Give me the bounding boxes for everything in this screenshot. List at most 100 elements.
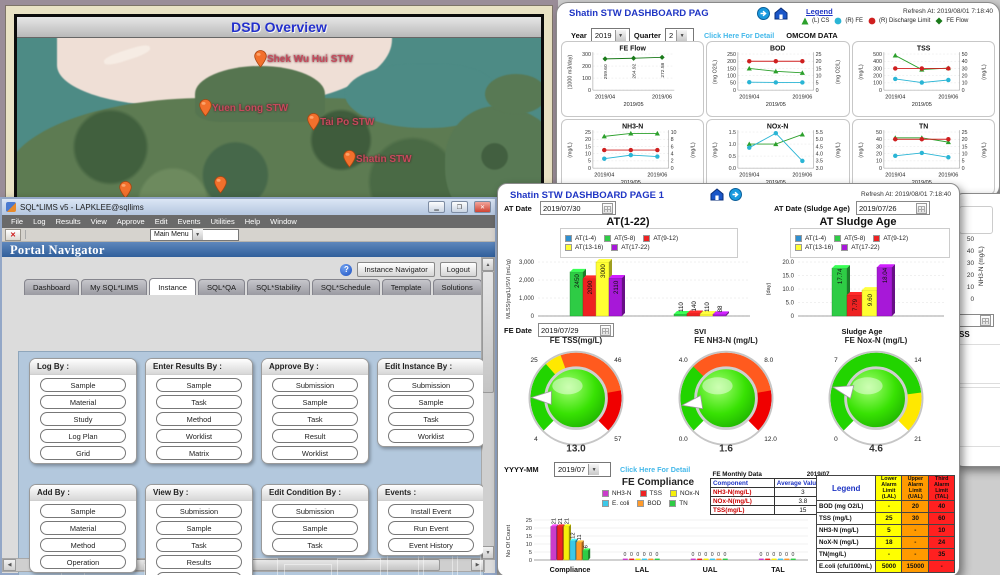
portal-button-log-plan[interactable]: Log Plan	[40, 429, 126, 443]
group-card-title: Log By :	[30, 359, 136, 375]
portal-button-task[interactable]: Task	[272, 538, 358, 552]
map-pin[interactable]	[119, 181, 132, 204]
portal-button-operation[interactable]: Operation	[40, 555, 126, 569]
calendar-icon[interactable]	[602, 202, 613, 214]
menu-file[interactable]: File	[11, 217, 24, 226]
sludge-date-input[interactable]: 2019/07/26	[856, 201, 930, 215]
portal-button-task[interactable]: Task	[156, 538, 242, 552]
logout-button[interactable]: Logout	[439, 262, 477, 277]
at-date-input[interactable]: 2019/07/30	[540, 201, 616, 215]
portal-button-worklist[interactable]: Worklist	[272, 446, 358, 460]
legend-link[interactable]: Legend	[806, 7, 833, 16]
portal-button-results[interactable]: Results	[156, 555, 242, 569]
tab-my-sql-lims[interactable]: My SQL*LIMS	[81, 279, 148, 295]
menu-results[interactable]: Results	[55, 217, 81, 226]
portal-button-task[interactable]: Task	[156, 395, 242, 409]
portal-button-sample[interactable]: Sample	[272, 521, 358, 535]
menu-view[interactable]: View	[90, 217, 107, 226]
tab-solutions[interactable]: Solutions	[432, 279, 482, 295]
portal-button-sample[interactable]: Sample	[156, 521, 242, 535]
tab-dashboard[interactable]: Dashboard	[24, 279, 80, 295]
portal-button-method[interactable]: Method	[40, 538, 126, 552]
portal-button-worklist[interactable]: Worklist	[156, 429, 242, 443]
scroll-right-arrow[interactable]: ▶	[471, 559, 484, 571]
detail-link[interactable]: Click Here For Detail	[703, 31, 775, 40]
tab-sql-qa[interactable]: SQL*QA	[197, 279, 246, 295]
forward-globe-icon[interactable]	[729, 188, 742, 206]
home-icon[interactable]	[710, 188, 724, 206]
month-select[interactable]: 2019/07 ▼	[554, 462, 611, 477]
map-pin[interactable]	[254, 50, 267, 73]
fe-date-input[interactable]: 2019/07/29	[538, 323, 614, 337]
menu-help[interactable]: Help	[244, 217, 261, 226]
map-pin[interactable]	[343, 150, 356, 173]
menu-edit[interactable]: Edit	[154, 217, 168, 226]
exit-icon[interactable]: ✕	[5, 228, 21, 241]
portal-button-result[interactable]: Result	[272, 429, 358, 443]
calendar-icon[interactable]	[980, 315, 991, 326]
portal-button-task[interactable]: Task	[272, 412, 358, 426]
portal-button-run-event[interactable]: Run Event	[388, 521, 474, 535]
menu-log[interactable]: Log	[33, 217, 46, 226]
portal-button-material[interactable]: Material	[40, 521, 126, 535]
portal-button-submission[interactable]: Submission	[388, 378, 474, 392]
svg-text:200: 200	[873, 74, 882, 80]
portal-button-matrix[interactable]: Matrix	[156, 446, 242, 460]
main-menu-select[interactable]: Main Menu ▼	[150, 228, 239, 241]
svg-text:0: 0	[711, 552, 714, 558]
scrollbar-thumb[interactable]	[482, 271, 494, 393]
menu-approve[interactable]: Approve	[116, 217, 145, 226]
detail-link[interactable]: Click Here For Detail	[620, 465, 691, 474]
minimize-button[interactable]: ▁	[428, 201, 445, 213]
svg-text:20: 20	[526, 526, 532, 532]
maximize-button[interactable]: ❐	[451, 201, 468, 213]
tab-sql-stability[interactable]: SQL*Stability	[247, 279, 310, 295]
portal-button-submission[interactable]: Submission	[156, 504, 242, 518]
tab-instance[interactable]: Instance	[149, 278, 196, 295]
at-date-label: AT Date	[504, 204, 532, 213]
menu-utilities[interactable]: Utilities	[210, 217, 235, 226]
partial-date-input[interactable]	[958, 314, 994, 327]
mini-chart-plot: NOx-N 0.0 0.5 1.0 1.5 (mg/L) 3.03.54.0 4.55.05.…	[713, 123, 842, 186]
scroll-left-arrow[interactable]: ◀	[3, 559, 16, 571]
portal-button-sample[interactable]: Sample	[156, 378, 242, 392]
gauge-fe-nh3-n-mg-l-: FE NH3-N (mg/L) 0.0 4.0 8.0 12.0 1.6	[658, 336, 794, 462]
menu-window[interactable]: Window	[270, 217, 297, 226]
quarter-select[interactable]: 2 ▼	[664, 28, 694, 43]
year-select[interactable]: 2019 ▼	[590, 28, 630, 43]
portal-button-study[interactable]: Study	[40, 412, 126, 426]
legend-row: NH3-N TSS NOx-N	[602, 490, 732, 497]
calendar-icon[interactable]	[600, 324, 611, 336]
scroll-down-arrow[interactable]: ▼	[482, 546, 494, 559]
diamond-marker-icon	[935, 17, 943, 25]
portal-button-sample[interactable]: Sample	[40, 378, 126, 392]
portal-button-event-history[interactable]: Event History	[388, 538, 474, 552]
portal-button-sample[interactable]: Sample	[40, 504, 126, 518]
portal-button-grid[interactable]: Grid	[40, 446, 126, 460]
map-pin[interactable]	[307, 113, 320, 136]
tab-sql-schedule[interactable]: SQL*Schedule	[311, 279, 380, 295]
tab-template[interactable]: Template	[381, 279, 431, 295]
map-pin[interactable]	[199, 99, 212, 122]
portal-button-submission[interactable]: Submission	[272, 378, 358, 392]
help-icon[interactable]: ?	[340, 263, 353, 276]
scroll-up-arrow[interactable]: ▲	[482, 258, 494, 271]
menu-events[interactable]: Events	[177, 217, 201, 226]
portal-button-submission[interactable]: Submission	[272, 504, 358, 518]
portal-button-task[interactable]: Task	[388, 412, 474, 426]
portal-button-install-event[interactable]: Install Event	[388, 504, 474, 518]
portal-button-sample[interactable]: Sample	[388, 395, 474, 409]
portal-button-sample[interactable]: Sample	[272, 395, 358, 409]
svg-text:LAL: LAL	[635, 565, 650, 574]
vertical-scrollbar[interactable]: ▲ ▼	[481, 257, 495, 560]
map-pin[interactable]	[214, 176, 227, 199]
home-icon[interactable]	[774, 7, 788, 25]
portal-button-method[interactable]: Method	[156, 412, 242, 426]
window-title-bar[interactable]: SQL*LIMS v5 - LAPKLEE@sqllims ▁ ❐ ✕	[2, 199, 495, 215]
back-globe-icon[interactable]	[757, 7, 770, 25]
instance-navigator-button[interactable]: Instance Navigator	[357, 262, 435, 277]
close-button[interactable]: ✕	[474, 201, 491, 213]
portal-button-worklist[interactable]: Worklist	[388, 429, 474, 443]
calendar-icon[interactable]	[916, 202, 927, 214]
portal-button-material[interactable]: Material	[40, 395, 126, 409]
